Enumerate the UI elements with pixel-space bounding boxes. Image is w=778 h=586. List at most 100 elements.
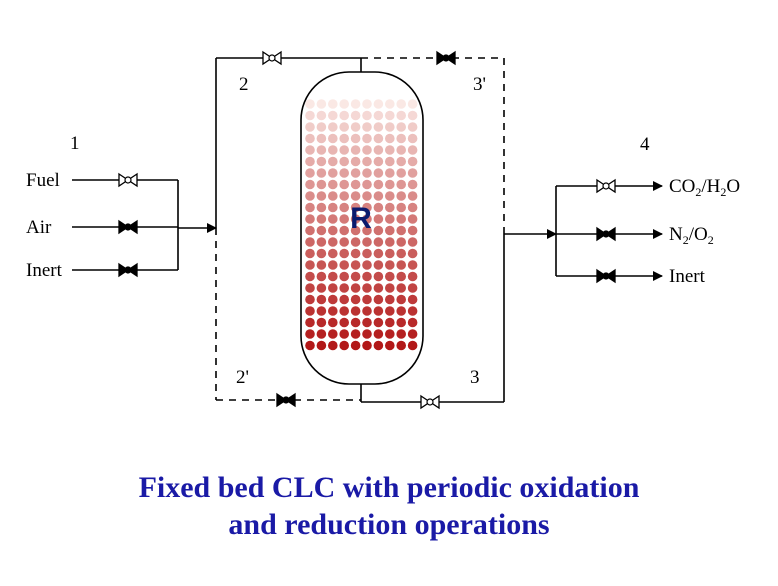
- bed-particle: [396, 260, 407, 270]
- bed-particle: [328, 191, 338, 201]
- bed-particle: [362, 294, 372, 305]
- bed-particle: [305, 168, 315, 178]
- bed-particle: [316, 145, 327, 155]
- bed-particle: [339, 133, 350, 144]
- bed-particle: [328, 271, 338, 282]
- node-label-3prime: 3': [473, 74, 486, 95]
- co2-outlet-valve: [596, 178, 616, 194]
- bed-particle: [396, 99, 407, 109]
- bed-particle: [373, 179, 384, 190]
- bed-particle: [407, 340, 418, 351]
- bed-particle: [339, 248, 350, 259]
- valve-2: [262, 50, 282, 66]
- air-valve: [118, 219, 138, 235]
- bed-particle: [339, 122, 350, 132]
- bed-particle: [385, 248, 395, 259]
- bed-particle: [350, 145, 361, 155]
- outlet-lines: [555, 181, 663, 281]
- bed-particle: [316, 110, 327, 121]
- bed-particle: [362, 145, 372, 155]
- bed-particle: [305, 145, 315, 155]
- bed-particle: [305, 99, 315, 109]
- bed-particle: [350, 340, 361, 351]
- bed-particle: [385, 133, 395, 144]
- bed-particle: [305, 225, 315, 236]
- bed-particle: [305, 317, 315, 328]
- bed-particle: [396, 191, 407, 201]
- bed-particle: [328, 156, 338, 167]
- bed-particle: [407, 329, 418, 339]
- bed-particle: [373, 237, 384, 247]
- bed-particle: [339, 191, 350, 201]
- bed-particle: [385, 340, 395, 351]
- bed-particle: [362, 191, 372, 201]
- inlet-label-inert: Inert: [26, 260, 63, 281]
- bed-particle: [373, 248, 384, 259]
- bed-particle: [396, 214, 407, 224]
- bed-particle: [362, 283, 372, 293]
- bed-particle: [305, 179, 315, 190]
- reactor: R: [300, 71, 424, 385]
- bed-particle: [350, 317, 361, 328]
- bed-particle: [316, 260, 327, 270]
- bed-particle: [385, 214, 395, 224]
- bed-particle: [316, 294, 327, 305]
- bed-particle: [407, 260, 418, 270]
- bed-particle: [350, 202, 361, 213]
- bed-particle: [316, 237, 327, 247]
- bed-particle: [373, 225, 384, 236]
- bed-particle: [350, 283, 361, 293]
- bed-particle: [385, 99, 395, 109]
- node-label-1: 1: [70, 133, 80, 154]
- bed-particle: [328, 294, 338, 305]
- bed-particle: [305, 156, 315, 167]
- bed-particle: [373, 191, 384, 201]
- bed-particle: [396, 248, 407, 259]
- bed-particle: [362, 271, 372, 282]
- bed-particle: [385, 179, 395, 190]
- bed-particle: [328, 317, 338, 328]
- bed-particle: [362, 179, 372, 190]
- bed-particle: [373, 110, 384, 121]
- inert-inlet-valve: [118, 262, 138, 278]
- bed-particle: [407, 99, 418, 109]
- bed-particle: [339, 179, 350, 190]
- bed-particle: [350, 329, 361, 339]
- bed-particle: [305, 214, 315, 224]
- bed-particle: [396, 202, 407, 213]
- bed-particle: [373, 214, 384, 224]
- bed-particle: [328, 145, 338, 155]
- bed-particle: [407, 225, 418, 236]
- bed-particle: [407, 156, 418, 167]
- bed-particle: [362, 340, 372, 351]
- bed-particle: [339, 317, 350, 328]
- bed-particle: [407, 145, 418, 155]
- bed-particle: [316, 214, 327, 224]
- bed-particle: [305, 133, 315, 144]
- bed-particle: [350, 122, 361, 132]
- bed-particle: [407, 168, 418, 178]
- bed-particle: [316, 122, 327, 132]
- bed-particle: [305, 283, 315, 293]
- node-label-4: 4: [640, 134, 650, 155]
- bed-particle: [350, 225, 361, 236]
- bed-particle: [407, 294, 418, 305]
- bed-particle: [396, 225, 407, 236]
- bed-particle: [339, 306, 350, 316]
- bed-particle: [305, 202, 315, 213]
- reactor-label: R: [350, 202, 372, 235]
- bed-particle: [396, 306, 407, 316]
- bed-particle: [373, 306, 384, 316]
- node-label-2: 2: [239, 74, 249, 95]
- bed-particle: [316, 168, 327, 178]
- bed-particle: [396, 145, 407, 155]
- bed-particle: [350, 214, 361, 224]
- bed-particle: [362, 202, 372, 213]
- outlet-label-co2-h2o: CO2/H2O: [669, 176, 740, 199]
- bed-particle: [396, 283, 407, 293]
- bed-particle: [305, 248, 315, 259]
- node-label-3: 3: [470, 367, 480, 388]
- valves: [118, 50, 616, 410]
- bed-particle: [385, 271, 395, 282]
- bed-particle: [373, 202, 384, 213]
